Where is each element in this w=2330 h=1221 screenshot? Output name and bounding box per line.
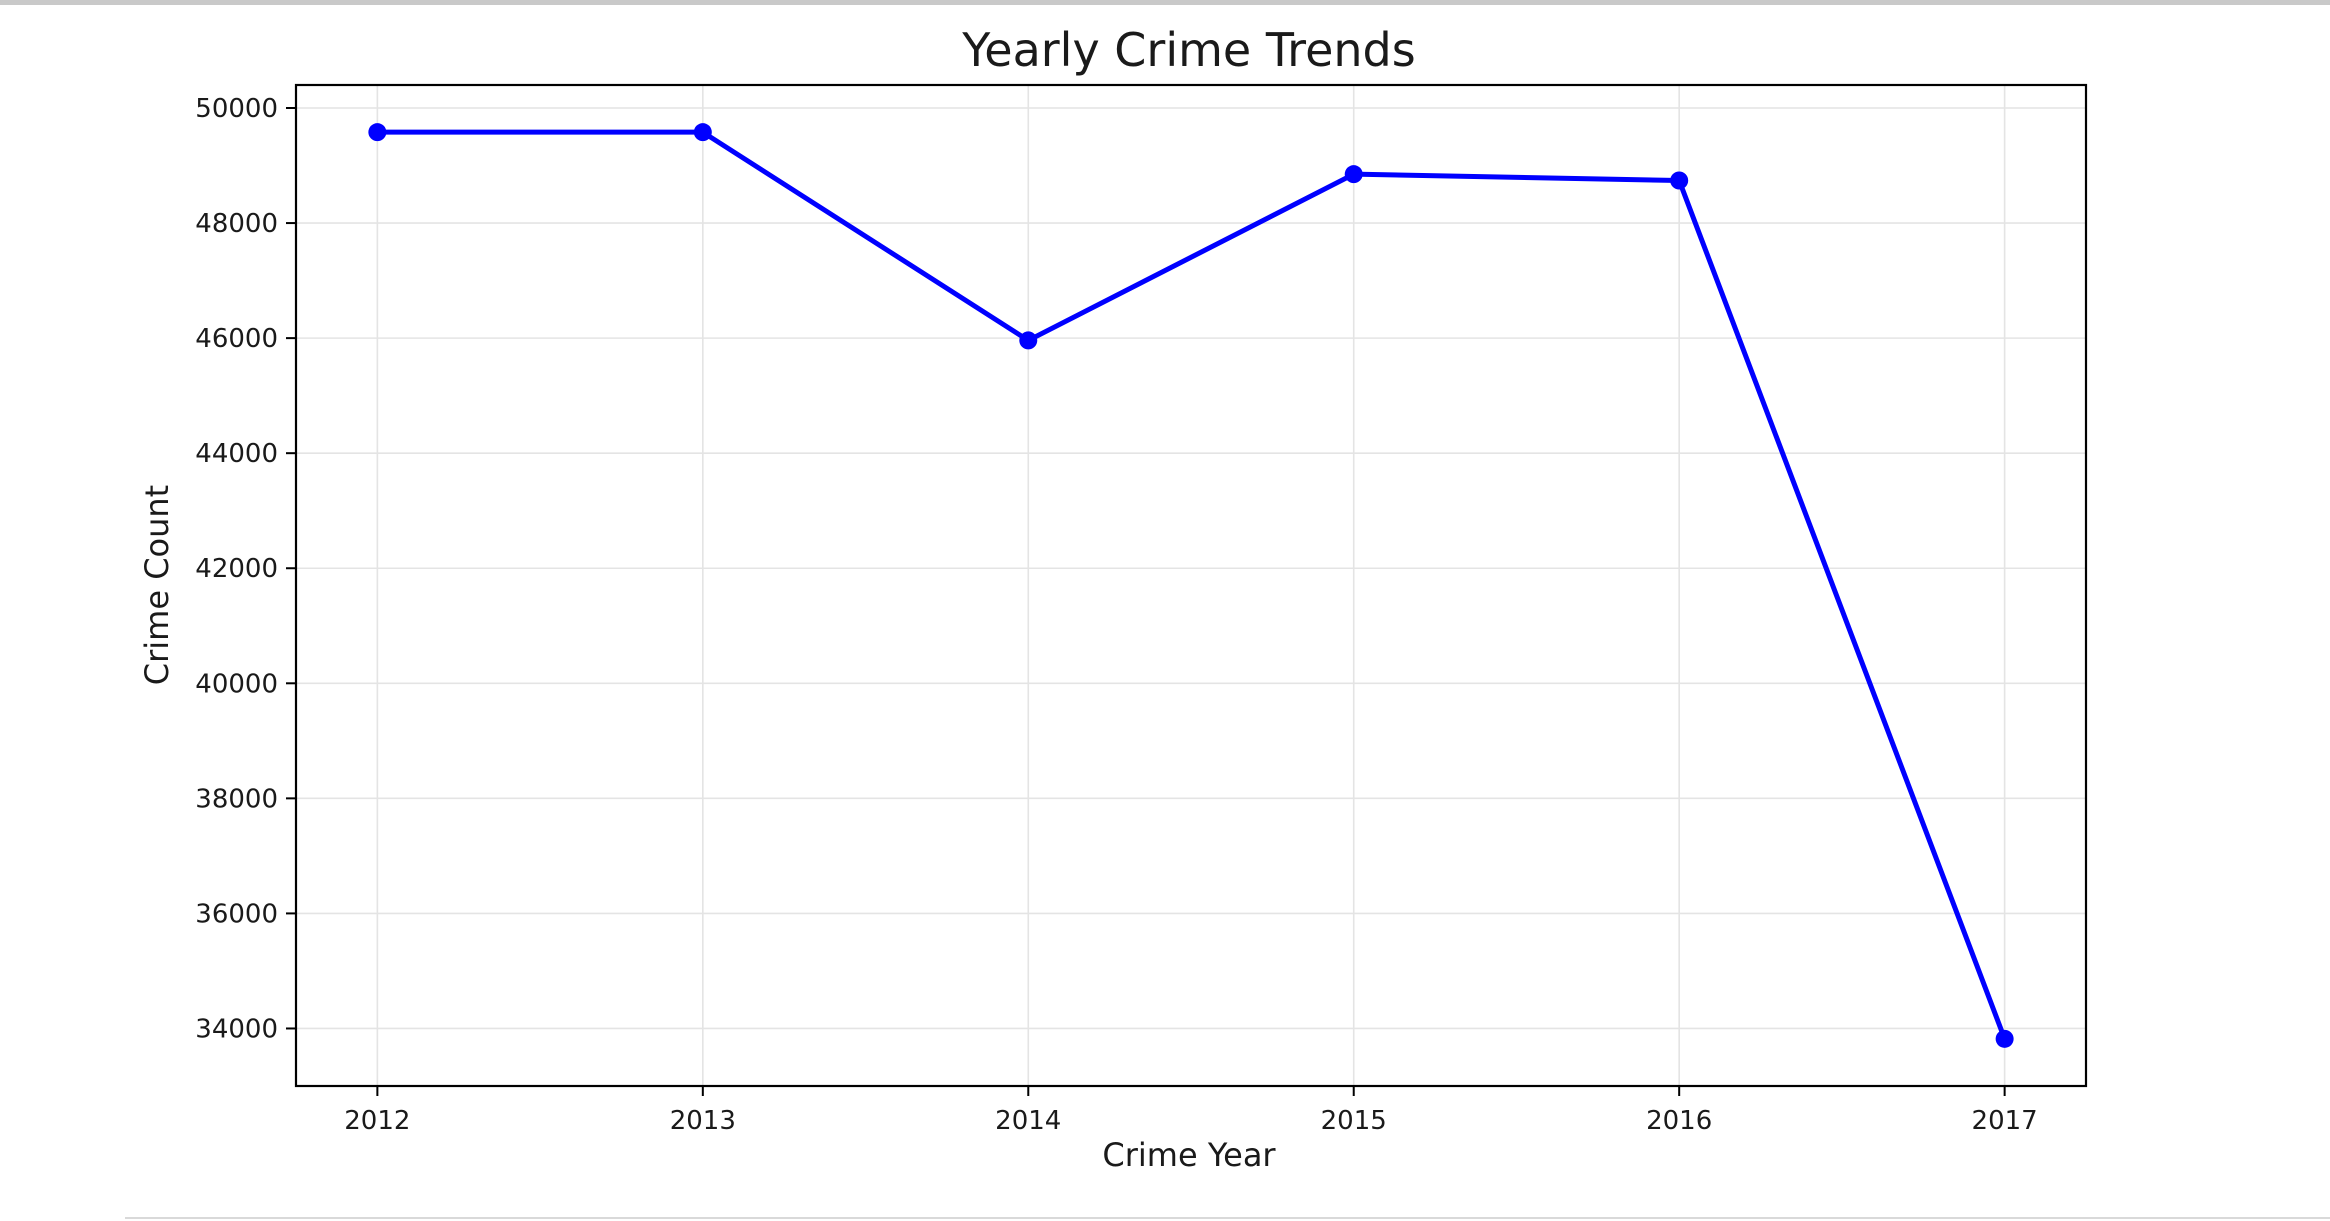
y-tick-label: 50000 xyxy=(195,94,278,124)
x-tick-label: 2012 xyxy=(344,1106,410,1136)
grid-lines xyxy=(296,85,2086,1086)
y-tick-label: 44000 xyxy=(195,439,278,469)
top-divider xyxy=(0,0,2330,5)
y-axis: 34000 36000 38000 40000 42000 44000 46000 48000… xyxy=(195,94,296,1044)
y-tick-label: 36000 xyxy=(195,899,278,929)
data-point xyxy=(368,123,387,142)
x-tick-label: 2016 xyxy=(1646,1106,1712,1136)
chart-title: Yearly Crime Trends xyxy=(961,23,1415,77)
x-tick-label: 2013 xyxy=(670,1106,736,1136)
x-axis: 2012 2013 2014 2015 2016 2017 xyxy=(344,1086,2038,1136)
plot-area xyxy=(294,83,2088,1088)
x-axis-label: Crime Year xyxy=(1102,1136,1276,1174)
series-layer xyxy=(368,123,2014,1048)
y-tick-label: 46000 xyxy=(195,324,278,354)
x-tick-label: 2015 xyxy=(1321,1106,1387,1136)
x-tick-label: 2017 xyxy=(1972,1106,2038,1136)
y-tick-label: 40000 xyxy=(195,669,278,699)
y-tick-label: 38000 xyxy=(195,784,278,814)
data-point xyxy=(693,123,712,142)
y-tick-label: 42000 xyxy=(195,554,278,584)
x-tick-label: 2014 xyxy=(995,1106,1061,1136)
series-line xyxy=(377,129,2007,1040)
y-tick-label: 34000 xyxy=(195,1014,278,1044)
data-point xyxy=(1670,171,1689,190)
bottom-divider xyxy=(125,1217,2330,1219)
data-point xyxy=(1019,331,1038,350)
y-tick-label: 48000 xyxy=(195,209,278,239)
data-point xyxy=(1344,165,1363,184)
data-point xyxy=(1995,1029,2014,1048)
y-axis-label: Crime Count xyxy=(138,485,176,685)
